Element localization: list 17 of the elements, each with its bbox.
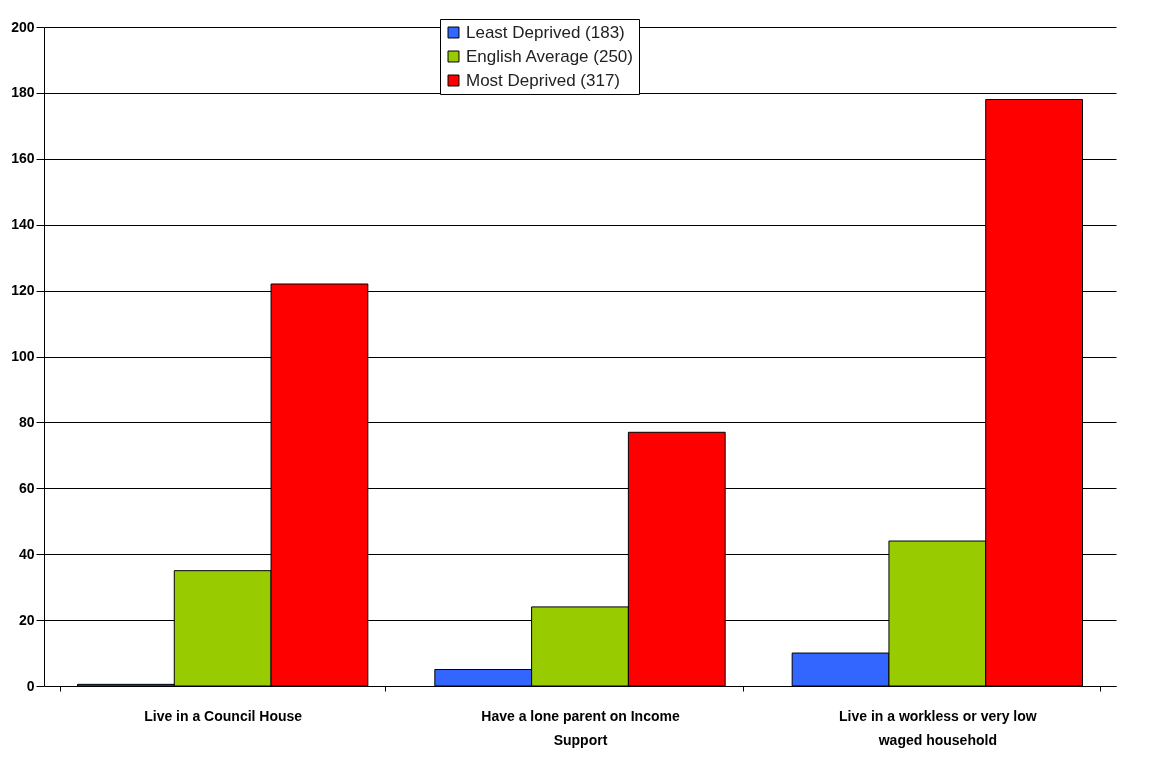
- y-tick-label: 20: [18, 611, 35, 628]
- y-tick-label: 140: [11, 216, 35, 233]
- y-tick-label: 0: [26, 677, 35, 694]
- y-tick-label: 100: [11, 348, 35, 364]
- y-tick-label: 160: [11, 150, 35, 167]
- y-tick-label: 180: [11, 84, 35, 101]
- y-tick-label: 200: [11, 18, 35, 35]
- x-tick-label: Live in a Council House: [144, 707, 303, 724]
- legend-label: Least Deprived (183): [466, 22, 625, 42]
- y-tick-label: 120: [11, 282, 35, 299]
- y-tick-label: 60: [18, 479, 35, 496]
- y-tick-label: 40: [18, 545, 35, 562]
- x-tick-label: Live in a workless or very low waged household: [839, 707, 1037, 748]
- legend-label: Most Deprived (317): [466, 70, 621, 90]
- x-tick-label: Have a lone parent on Income Support: [481, 707, 680, 748]
- y-tick-label: 80: [18, 413, 35, 430]
- legend-label: English Average (250): [466, 46, 633, 66]
